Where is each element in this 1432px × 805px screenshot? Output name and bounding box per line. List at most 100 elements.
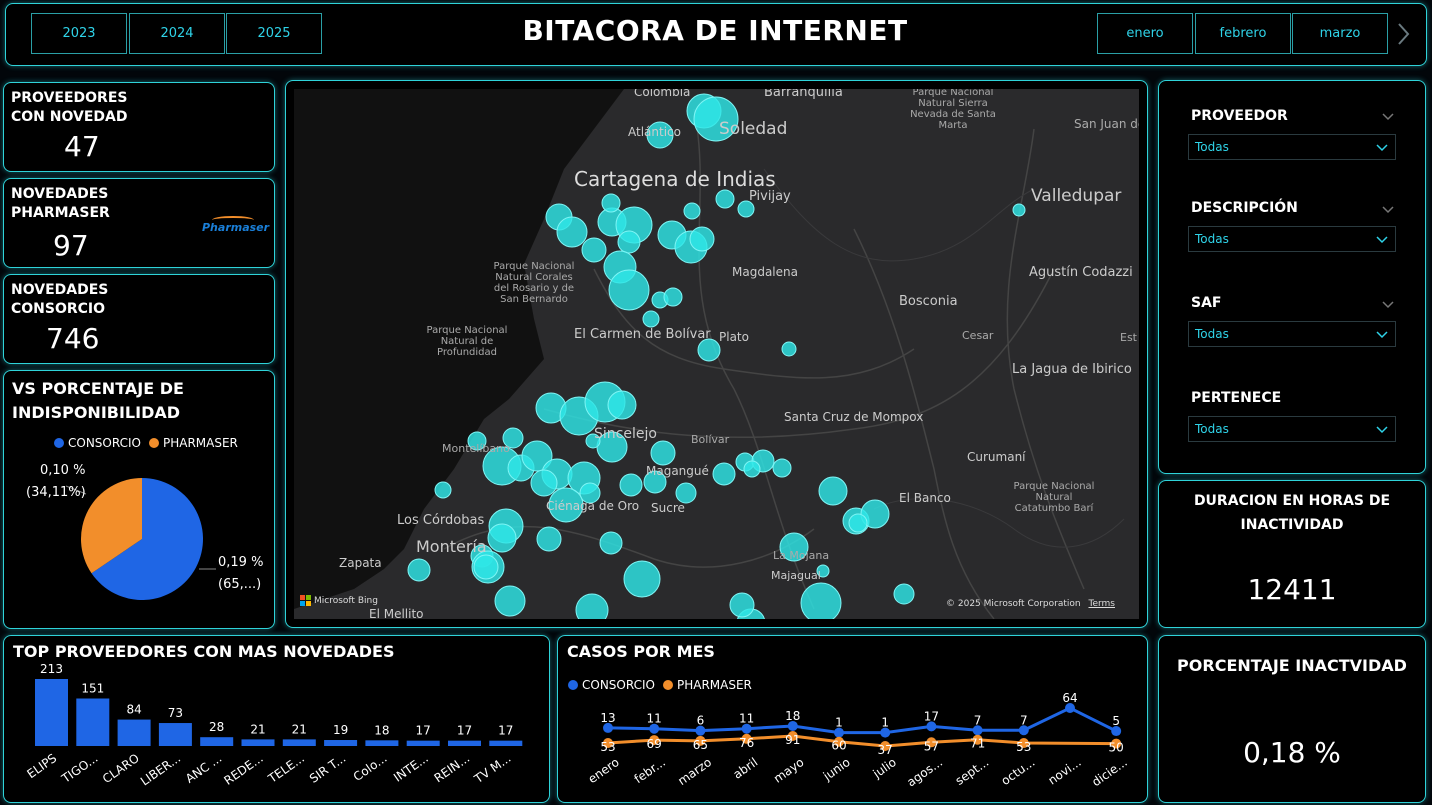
map-bubble[interactable] (473, 554, 499, 580)
line-point[interactable] (787, 731, 798, 741)
map-bubble[interactable] (693, 96, 739, 142)
bar-8[interactable] (365, 740, 399, 746)
line-point[interactable] (972, 734, 983, 745)
map-bubble[interactable] (729, 592, 755, 618)
map-bubble[interactable] (1012, 203, 1026, 217)
line-point[interactable] (1018, 725, 1029, 736)
map-bubble[interactable] (893, 583, 915, 605)
bar-2[interactable] (117, 719, 151, 746)
line-point[interactable] (880, 727, 891, 738)
line-point[interactable] (649, 735, 660, 746)
map-bubble[interactable] (556, 216, 588, 248)
year-button-2025[interactable]: 2025 (226, 13, 322, 54)
map-canvas[interactable]: Colombia Barranquilla Soledad Atlántico Cart… (294, 89, 1139, 619)
map-bubble[interactable] (712, 462, 736, 486)
bar-0[interactable] (35, 679, 68, 746)
chevron-down-icon[interactable] (1381, 295, 1395, 314)
map-bubble[interactable] (675, 482, 697, 504)
map-bubble[interactable] (494, 585, 526, 617)
month-button-febrero[interactable]: febrero (1195, 13, 1291, 54)
slicer-dropdown-descripcion[interactable]: Todas (1188, 226, 1396, 252)
line-point[interactable] (649, 723, 660, 734)
map-bubble[interactable] (643, 470, 667, 494)
map-bubble[interactable] (779, 532, 809, 562)
map-bubble[interactable] (434, 481, 452, 499)
map-bubble[interactable] (607, 390, 637, 420)
line-point[interactable] (1018, 738, 1029, 749)
bar-10[interactable] (448, 740, 481, 746)
slicer-dropdown-saf[interactable]: Todas (1188, 321, 1396, 347)
map-bubble[interactable] (689, 226, 715, 252)
line-point[interactable] (926, 721, 937, 732)
line-point[interactable] (880, 741, 891, 751)
map-bubble[interactable] (548, 487, 584, 523)
map-bubble[interactable] (715, 189, 735, 209)
line-point[interactable] (1111, 726, 1122, 737)
map-bubble[interactable] (575, 593, 609, 619)
map-bubble[interactable] (585, 433, 601, 449)
map-bubble[interactable] (608, 269, 650, 311)
line-point[interactable] (695, 725, 706, 736)
map-bubble[interactable] (650, 440, 676, 466)
year-button-2024[interactable]: 2024 (129, 13, 225, 54)
map-bubble[interactable] (772, 458, 792, 478)
next-months-arrow-icon[interactable] (1394, 20, 1414, 48)
map-terms-link[interactable]: Terms (1088, 599, 1115, 609)
map-bubble[interactable] (646, 121, 674, 149)
line-point[interactable] (926, 737, 937, 748)
bar-7[interactable] (324, 740, 358, 746)
bar-9[interactable] (406, 740, 440, 746)
map-bubble[interactable] (521, 440, 553, 472)
line-point[interactable] (603, 738, 613, 749)
map-bubble[interactable] (697, 338, 721, 362)
map-bubble[interactable] (816, 564, 830, 578)
map-bubble[interactable] (407, 558, 431, 582)
map-bubble[interactable] (743, 460, 761, 478)
line-point[interactable] (834, 736, 844, 747)
bar-4[interactable] (200, 737, 234, 746)
year-button-2023[interactable]: 2023 (31, 13, 127, 54)
map-bubble[interactable] (663, 287, 683, 307)
map-bubble[interactable] (848, 513, 868, 533)
map-bubble[interactable] (642, 310, 660, 328)
bar-1[interactable] (76, 698, 110, 746)
slicer-dropdown-pertenece[interactable]: Todas (1188, 416, 1396, 442)
line-point[interactable] (695, 735, 706, 746)
slicer-dropdown-proveedor[interactable]: Todas (1188, 134, 1396, 160)
line-point[interactable] (1065, 703, 1075, 713)
map-bubble[interactable] (818, 476, 848, 506)
map-bubble[interactable] (623, 560, 661, 598)
map-bubble[interactable] (617, 230, 641, 254)
line-point[interactable] (741, 733, 752, 744)
line-point[interactable] (741, 723, 752, 734)
bar-5[interactable] (241, 739, 275, 746)
map-bubble[interactable] (781, 341, 797, 357)
month-button-marzo[interactable]: marzo (1292, 13, 1388, 54)
map-bubble[interactable] (800, 582, 842, 619)
map-bubble[interactable] (579, 482, 601, 504)
chevron-down-icon[interactable] (1381, 200, 1395, 219)
pie-slice-pharmaser[interactable] (80, 478, 142, 574)
map-bubble[interactable] (536, 526, 562, 552)
pie-slice-consorcio[interactable] (91, 478, 203, 600)
bar-11[interactable] (489, 740, 523, 746)
map-bubble[interactable] (619, 473, 643, 497)
map-bubble[interactable] (737, 200, 755, 218)
month-button-enero[interactable]: enero (1097, 13, 1193, 54)
bar-6[interactable] (282, 739, 316, 746)
map-bubble[interactable] (599, 531, 623, 555)
map-bubble[interactable] (487, 523, 517, 553)
map-bubble[interactable] (683, 202, 701, 220)
map-bubble[interactable] (467, 431, 487, 451)
bar-3[interactable] (158, 723, 192, 746)
map-bubble[interactable] (601, 193, 621, 213)
map-bubble[interactable] (581, 237, 607, 263)
line-point[interactable] (1111, 738, 1122, 749)
line-point[interactable] (787, 720, 798, 731)
line-point[interactable] (972, 725, 983, 736)
line-point[interactable] (834, 727, 844, 738)
line-point[interactable] (603, 722, 613, 733)
map-bubble[interactable] (502, 427, 524, 449)
chevron-down-icon[interactable] (1381, 107, 1395, 126)
map-bubble[interactable] (530, 469, 558, 497)
